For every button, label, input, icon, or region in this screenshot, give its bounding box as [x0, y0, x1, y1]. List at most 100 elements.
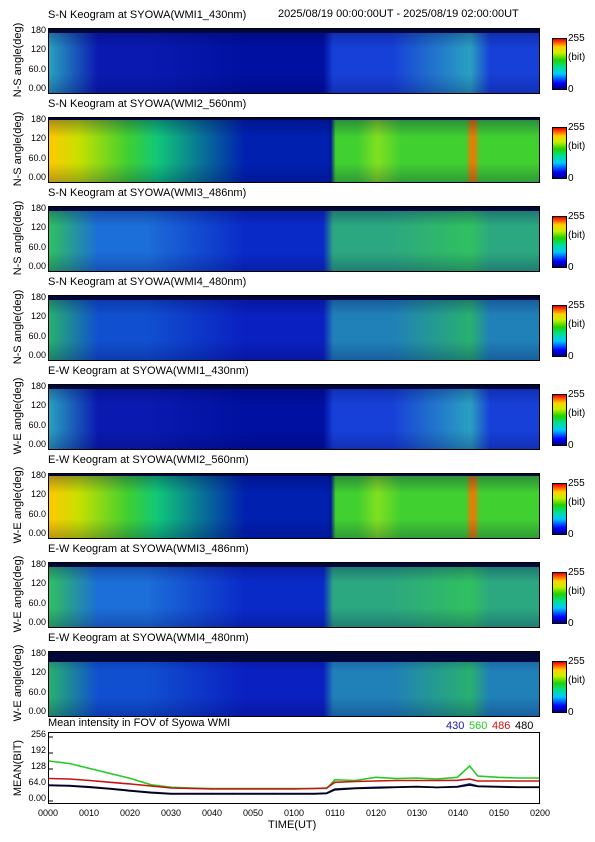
panel-yticks-4: 180 120 60.0 0.00 [0, 292, 46, 361]
data-point-560 [415, 777, 418, 779]
data-point-480 [375, 787, 377, 789]
ytick-label: 60.0 [28, 508, 46, 519]
ytick-label: 60.0 [28, 241, 46, 252]
panel-yticks-6: 180 120 60.0 0.00 [0, 470, 46, 539]
data-point-480 [456, 786, 458, 788]
data-point-486 [232, 788, 234, 790]
data-point-486 [170, 787, 173, 789]
colorbar-4 [552, 305, 567, 357]
panel-title-4: S-N Keogram at SYOWA(WMI4_480nm) [48, 276, 247, 288]
x-axis-label: TIME(UT) [268, 819, 317, 831]
keogram-top-band [49, 118, 539, 120]
ytick-label: 0.00 [28, 83, 46, 93]
panel-title-6: E-W Keogram at SYOWA(WMI2_560nm) [48, 454, 249, 466]
data-point-480 [354, 787, 356, 790]
date-range: 2025/08/19 00:00:00UT - 2025/08/19 02:00… [278, 8, 519, 20]
keogram-image [49, 296, 539, 360]
panel-yticks-1: 180 120 60.0 0.00 [0, 25, 46, 94]
colorbar-unit-label: (bit) [568, 141, 586, 152]
ytick-label: 180 [30, 648, 46, 658]
panel-yticks-5: 180 120 60.0 0.00 [0, 381, 46, 450]
data-point-486 [326, 787, 328, 789]
colorbar-min-label: 0 [568, 440, 574, 451]
data-point-560 [68, 762, 71, 765]
x-tick-label: 0120 [365, 808, 387, 818]
legend-item-480: 480 [515, 720, 534, 732]
data-point-480 [477, 785, 479, 788]
keogram-shading [49, 296, 539, 360]
ytick-label: 60.0 [28, 686, 46, 697]
keogram-shading [49, 563, 539, 627]
data-point-560 [436, 778, 438, 780]
keogram-top-band [49, 563, 539, 567]
data-point-486 [313, 787, 316, 790]
colorbar-min-label: 0 [568, 351, 574, 362]
data-point-486 [334, 781, 336, 783]
keogram-image [49, 385, 539, 449]
panel-title-3: S-N Keogram at SYOWA(WMI3_486nm) [48, 187, 247, 199]
colorbar-unit-label: (bit) [568, 230, 586, 241]
data-point-486 [517, 780, 520, 782]
colorbar-min-label: 0 [568, 84, 574, 95]
data-point-480 [232, 793, 234, 795]
keogram-panel-8 [48, 651, 540, 717]
panel-title-7: E-W Keogram at SYOWA(WMI3_486nm) [48, 543, 249, 555]
data-point-560 [395, 777, 397, 780]
data-point-486 [436, 779, 438, 782]
keogram-shading [49, 118, 539, 182]
colorbar-unit-label: (bit) [568, 319, 586, 330]
data-point-560 [334, 779, 336, 781]
ytick-label: 0.00 [28, 261, 46, 271]
colorbar-max-label: 255 [568, 33, 585, 44]
data-point-486 [252, 788, 254, 790]
colorbar-unit-label: (bit) [568, 408, 586, 419]
ytick-label: 120 [30, 133, 46, 144]
data-point-560 [150, 784, 152, 786]
mean-ytick-label: 192 [30, 745, 46, 755]
keogram-top-band [49, 29, 539, 33]
colorbar-7 [552, 572, 567, 624]
data-point-486 [68, 778, 71, 780]
ytick-label: 120 [30, 489, 46, 500]
data-point-560 [517, 777, 520, 779]
keogram-image [49, 652, 539, 716]
keogram-top-band [49, 652, 539, 662]
data-point-480 [272, 793, 275, 795]
data-point-480 [468, 784, 471, 786]
data-point-480 [313, 793, 316, 795]
keogram-image [49, 118, 539, 182]
data-point-480 [170, 793, 173, 795]
ytick-label: 180 [30, 25, 46, 35]
data-point-560 [538, 777, 539, 779]
data-point-480 [436, 786, 438, 789]
data-point-486 [395, 779, 397, 782]
keogram-shading [49, 29, 539, 93]
keogram-shading [49, 474, 539, 538]
data-point-486 [109, 781, 111, 783]
colorbar-5 [552, 394, 567, 446]
keogram-panel-7 [48, 562, 540, 628]
data-point-480 [538, 786, 539, 788]
mean-ytick-label: 128 [30, 761, 46, 771]
x-tick-label: 0000 [37, 808, 59, 818]
x-tick-label: 0010 [78, 808, 100, 818]
keogram-shading [49, 652, 539, 716]
keogram-panel-5 [48, 384, 540, 450]
panel-yticks-2: 180 120 60.0 0.00 [0, 114, 46, 183]
data-point-486 [456, 779, 458, 781]
data-point-486 [130, 783, 132, 785]
keogram-shading [49, 207, 539, 271]
legend-item-560: 560 [469, 720, 488, 732]
colorbar-min-label: 0 [568, 173, 574, 184]
keogram-shading [49, 385, 539, 449]
data-point-560 [468, 765, 471, 767]
data-point-560 [109, 772, 111, 775]
keogram-top-band [49, 296, 539, 300]
data-point-480 [395, 786, 397, 788]
ytick-label: 180 [30, 203, 46, 213]
colorbar-max-label: 255 [568, 211, 585, 222]
ytick-label: 180 [30, 559, 46, 569]
x-tick-label: 0030 [160, 808, 182, 818]
data-point-480 [415, 786, 418, 788]
data-point-560 [49, 760, 50, 762]
